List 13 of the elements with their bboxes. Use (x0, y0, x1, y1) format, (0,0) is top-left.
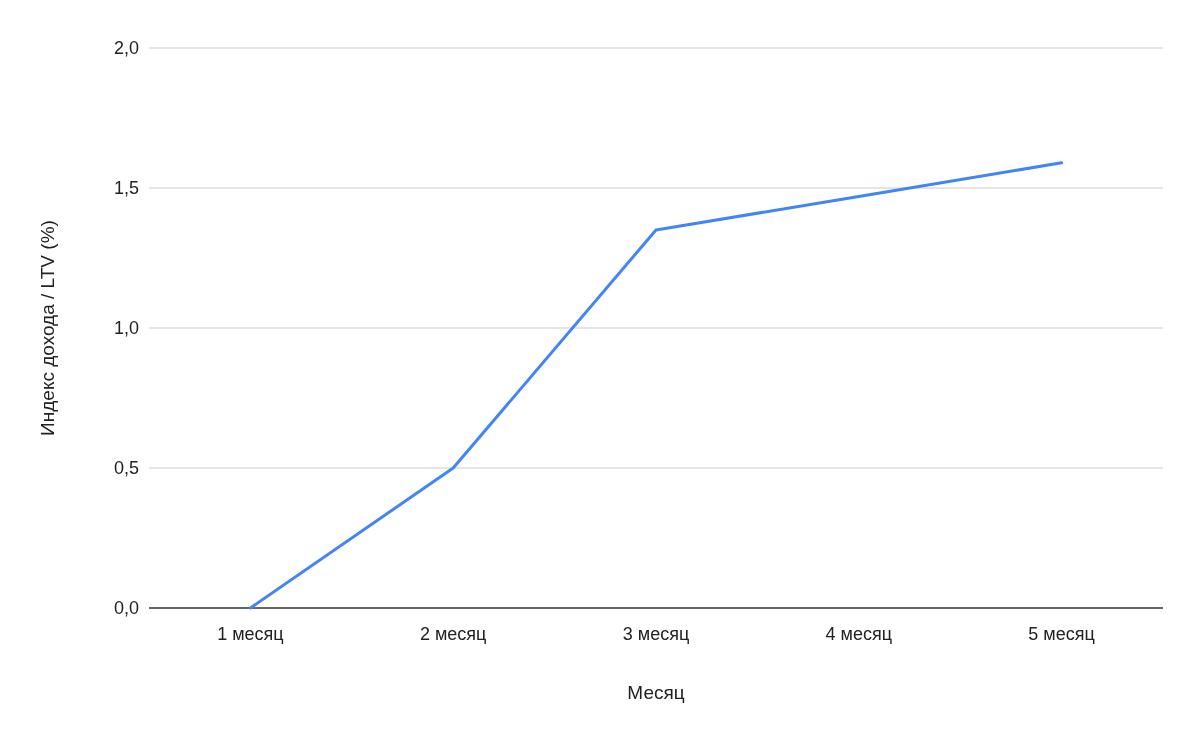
x-tick-label: 2 месяц (419, 624, 487, 644)
x-tick-label: 5 месяц (1028, 624, 1095, 644)
y-tick-label: 0,0 (113, 598, 139, 619)
x-tick-label: 3 месяц (622, 624, 690, 644)
x-axis-title: Месяц (627, 682, 685, 703)
y-tick-label: 1,0 (113, 318, 139, 339)
y-tick-label: 2,0 (113, 38, 139, 59)
x-tick-label: 1 месяц (217, 624, 284, 644)
y-tick-label: 1,5 (113, 178, 139, 199)
line-series (248, 161, 1064, 610)
y-axis-title: Индекс дохода / LTV (%) (37, 220, 58, 436)
x-tick-label: 4 месяц (825, 624, 893, 644)
y-tick-label: 0,5 (113, 458, 139, 479)
